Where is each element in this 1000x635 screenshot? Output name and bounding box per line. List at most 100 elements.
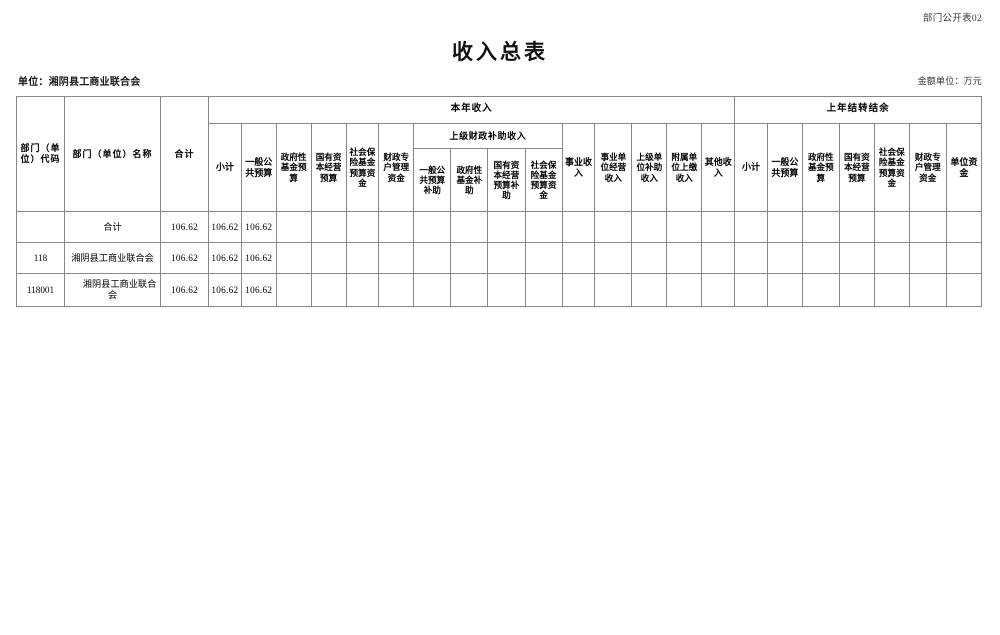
cell-total: 106.62 [160,273,210,307]
cell-cy-subordinate-remit [666,211,703,243]
header-cy-institution-income: 事业收入 [561,123,596,212]
cell-cy-superior-unit-subsidy [631,273,668,307]
cell-cy-institution-income [561,242,596,274]
cell-cy-fiscal-account [378,273,415,307]
cell-cy-soe-capital [310,211,347,243]
cell-cy-subordinate-remit [666,242,703,274]
cell-total: 106.62 [160,242,210,274]
cell-cy-soe-capital [310,242,347,274]
cell-pc-soe-capital [838,242,875,274]
cell-cy-gov-fund [275,242,312,274]
table-row[interactable]: 118001 湘阴县工商业联合会 106.62 106.62 106.62 [15,273,983,307]
table-row[interactable]: 118 湘阴县工商业联合会 106.62 106.62 106.62 [15,242,983,274]
cell-sup-gov-fund [450,211,489,243]
income-summary-table-container: 部门（单位）代码 部门（单位）名称 合计 本年收入 上年结转结余 小计 一般公共… [15,96,983,307]
cell-cy-gov-fund [275,273,312,307]
cell-pc-subtotal [734,211,768,243]
header-cy-subordinate-remit: 附属单位上缴收入 [666,123,703,212]
cell-cy-general-public: 106.62 [240,273,277,307]
header-cy-superior-unit-subsidy: 上级单位补助收入 [631,123,668,212]
cell-dept-name: 湘阴县工商业联合会 [64,273,162,307]
cell-pc-general-public [766,211,803,243]
table-row[interactable]: 合计 106.62 106.62 106.62 [15,211,983,243]
header-sup-general-public: 一般公共预算补助 [413,148,452,212]
cell-cy-subtotal: 106.62 [208,273,242,307]
cell-cy-fiscal-account [378,211,415,243]
cell-sup-gov-fund [450,273,489,307]
header-pc-general-public: 一般公共预算 [766,123,803,212]
cell-dept-code: 118001 [15,273,66,307]
cell-sup-social-insurance [524,273,563,307]
header-pc-unit-fund: 单位资金 [945,123,983,212]
cell-pc-unit-fund [945,273,983,307]
cell-pc-general-public [766,273,803,307]
header-cy-fiscal-account: 财政专户管理资金 [378,123,415,212]
income-summary-table: 部门（单位）代码 部门（单位）名称 合计 本年收入 上年结转结余 小计 一般公共… [15,96,983,307]
cell-cy-superior-unit-subsidy [631,211,668,243]
header-cy-subtotal: 小计 [208,123,242,212]
cell-cy-subtotal: 106.62 [208,242,242,274]
cell-pc-social-insurance [873,273,910,307]
cell-sup-general-public [413,211,452,243]
header-sup-social-insurance: 社会保险基金预算资金 [524,148,563,212]
header-sup-gov-fund: 政府性基金补助 [450,148,489,212]
cell-cy-social-insurance [345,242,380,274]
header-group-current-year: 本年收入 [208,96,736,124]
header-group-prior-carryover: 上年结转结余 [734,96,982,124]
cell-pc-soe-capital [838,273,875,307]
cell-dept-code [15,211,66,243]
cell-cy-institution-income [561,211,596,243]
cell-cy-social-insurance [345,211,380,243]
table-header: 部门（单位）代码 部门（单位）名称 合计 本年收入 上年结转结余 小计 一般公共… [15,96,983,212]
header-total: 合计 [160,96,210,212]
cell-cy-institution-business [594,211,633,243]
header-row-groups: 部门（单位）代码 部门（单位）名称 合计 本年收入 上年结转结余 [15,96,982,212]
cell-cy-fiscal-account [378,242,415,274]
cell-dept-name: 湘阴县工商业联合会 [64,242,162,274]
table-body: 合计 106.62 106.62 106.62 118 湘阴县工商业联合会 106.62 10… [15,211,983,307]
unit-name-label: 单位：湘阴县工商业联合会 [18,77,141,88]
cell-cy-superior-unit-subsidy [631,242,668,274]
cell-cy-institution-business [594,273,633,307]
header-cy-gov-fund: 政府性基金预算 [275,123,312,212]
header-cy-other-income: 其他收入 [701,123,736,212]
cell-pc-gov-fund [801,211,840,243]
cell-sup-social-insurance [524,242,563,274]
header-pc-fiscal-account: 财政专户管理资金 [908,123,947,212]
cell-sup-gov-fund [450,242,489,274]
page-title: 收入总表 [452,40,548,64]
cell-sup-social-insurance [524,211,563,243]
cell-dept-code: 118 [15,242,66,274]
cell-dept-name: 合计 [64,211,162,243]
cell-cy-other-income [701,211,736,243]
cell-pc-unit-fund [945,211,983,243]
cell-cy-institution-business [594,242,633,274]
cell-pc-fiscal-account [908,211,947,243]
header-cy-institution-business: 事业单位经营收入 [594,123,633,212]
cell-cy-subordinate-remit [666,273,703,307]
cell-sup-general-public [413,242,452,274]
cell-cy-gov-fund [275,211,312,243]
cell-pc-subtotal [734,273,768,307]
header-dept-name: 部门（单位）名称 [64,96,162,212]
header-group-superior-subsidy: 上级财政补助收入 [413,123,563,149]
cell-pc-gov-fund [801,242,840,274]
cell-pc-gov-fund [801,273,840,307]
cell-pc-social-insurance [873,211,910,243]
cell-cy-soe-capital [310,273,347,307]
header-pc-gov-fund: 政府性基金预算 [801,123,840,212]
sheet-code-label: 部门公开表02 [922,14,982,24]
header-cy-soe-capital: 国有资本经营预算 [310,123,347,212]
cell-pc-fiscal-account [908,242,947,274]
cell-total: 106.62 [160,211,210,243]
cell-cy-other-income [701,273,736,307]
cell-cy-subtotal: 106.62 [208,211,242,243]
cell-cy-other-income [701,242,736,274]
header-cy-general-public: 一般公共预算 [240,123,277,212]
cell-sup-soe-capital [487,273,526,307]
cell-pc-social-insurance [873,242,910,274]
cell-sup-general-public [413,273,452,307]
cell-cy-general-public: 106.62 [240,242,277,274]
cell-pc-soe-capital [838,211,875,243]
header-pc-social-insurance: 社会保险基金预算资金 [873,123,910,212]
